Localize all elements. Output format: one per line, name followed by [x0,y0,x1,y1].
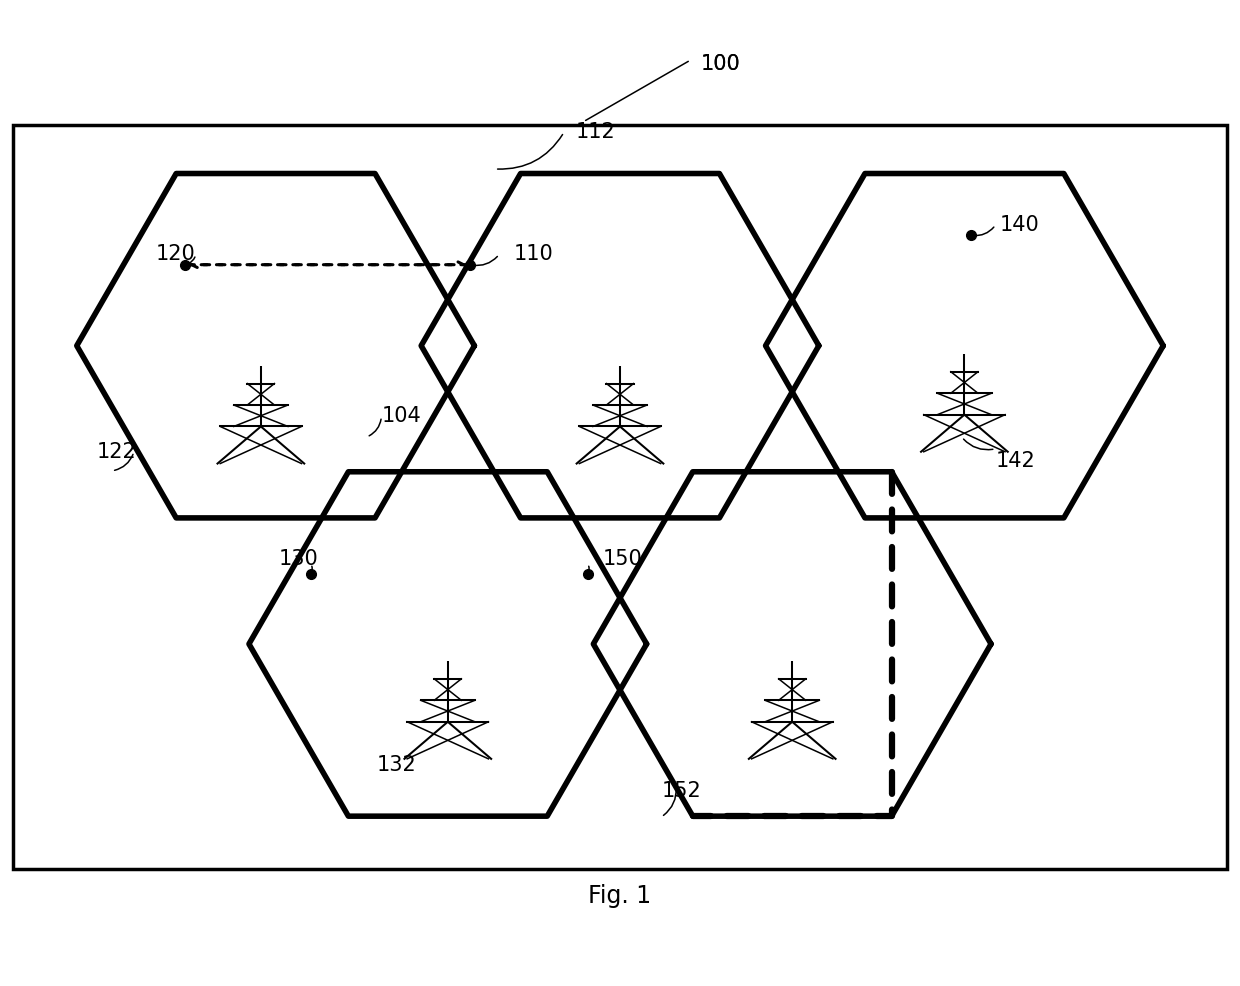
Text: 100: 100 [701,54,740,74]
Text: 142: 142 [996,451,1035,470]
Text: 130: 130 [278,549,317,569]
Text: 112: 112 [575,122,615,142]
Text: 104: 104 [382,406,422,426]
Text: 120: 120 [156,245,196,264]
Text: 110: 110 [513,245,554,264]
Text: 140: 140 [999,215,1040,235]
Text: 132: 132 [377,755,417,775]
Text: 150: 150 [603,549,642,569]
Text: Fig. 1: Fig. 1 [589,884,651,908]
Text: 122: 122 [97,442,136,461]
Text: 100: 100 [701,54,740,74]
Text: 152: 152 [661,781,701,801]
